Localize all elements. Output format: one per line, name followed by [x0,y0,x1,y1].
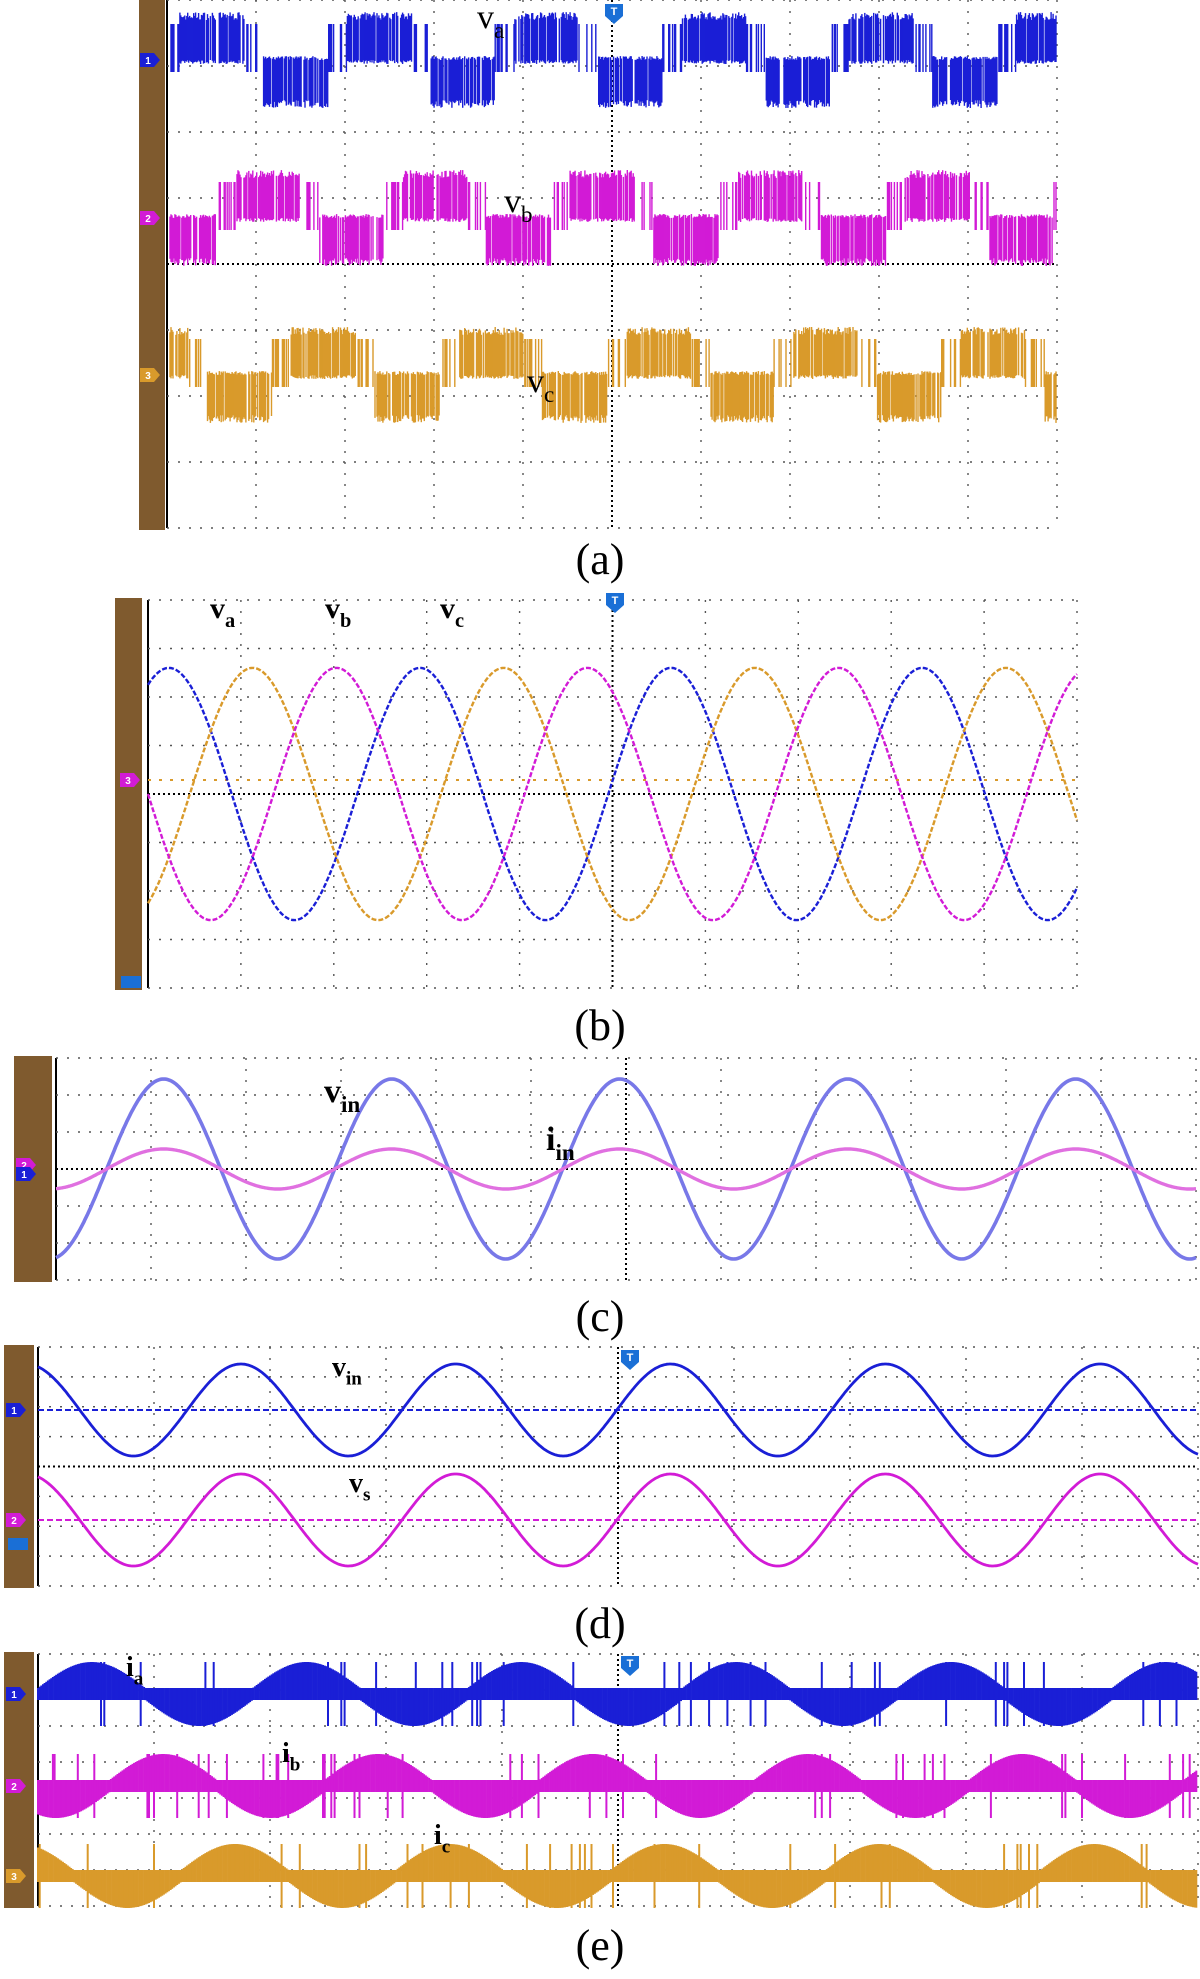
series-label-vb: vb [325,592,351,632]
series-vc [146,666,1078,922]
channel-marker-icon [140,368,160,382]
series-label-vc: vc [527,363,554,408]
trigger-marker-label: T [627,1658,634,1670]
trigger-marker-label: T [612,595,619,607]
channel-marker-label: 2 [11,1782,17,1793]
channel-marker-label: 2 [145,214,151,225]
channel-marker-icon [140,53,160,67]
channel-marker-icon [140,211,160,225]
channel-marker-label: 1 [11,1406,17,1417]
channel-marker-icon [16,1167,36,1181]
scope-panel-c: 2 1 vin iin [14,1052,1199,1284]
channel-marker-label: 2 [21,1161,27,1172]
caption-a: (a) [575,535,625,584]
time-marker-icon [8,1538,28,1550]
channel-marker-label: 1 [11,1690,17,1701]
channel-marker-label: 3 [125,776,131,787]
series-vin [37,1362,1199,1458]
channel-marker-label: 1 [145,56,151,67]
series-label-va: va [477,0,504,44]
channel-marker-icon [6,1687,26,1701]
series-label-iin: iin [546,1121,575,1166]
trigger-marker-icon [621,1350,639,1370]
series-vin [55,1077,1197,1261]
series-va [170,12,1057,108]
series-label-ib: ib [282,1738,300,1775]
trigger-marker-icon [605,4,623,24]
trigger-marker-label: T [627,1352,634,1364]
series-ic [37,1844,1198,1908]
time-marker-icon [121,976,141,988]
channel-side-bar [139,0,165,530]
trigger-marker-label: T [611,6,618,18]
channel-marker-icon [6,1403,26,1417]
channel-marker-label: 1 [21,1170,27,1181]
channel-side-bar [115,598,142,990]
channel-side-bar [4,1345,34,1588]
series-vb [169,170,1057,266]
series-label-vin: vin [332,1352,362,1389]
series-label-ic: ic [434,1820,450,1857]
caption-b: (b) [574,1001,626,1050]
channel-marker-label: 2 [11,1516,17,1527]
caption-e: (e) [575,1921,625,1970]
caption-d: (d) [574,1599,626,1648]
channel-marker-icon [120,773,140,787]
waveform-plot-a: 1 2 3 Tva vb vc [139,0,1058,530]
channel-marker-icon [6,1513,26,1527]
series-label-vs: vs [349,1468,370,1505]
waveform-plot-c: 21 vin iin [14,1056,1197,1282]
series-label-vin: vin [324,1073,360,1118]
series-label-vc: vc [440,592,464,632]
series-vs [37,1472,1199,1568]
series-ia [37,1662,1198,1726]
channel-marker-label: 3 [145,371,151,382]
trigger-marker-icon [606,593,624,613]
series-label-ia: ia [126,1652,144,1689]
series-label-vb: vb [504,183,533,228]
channel-marker-label: 3 [11,1872,17,1883]
series-iin [55,1147,1197,1191]
trigger-marker-icon [621,1656,639,1676]
caption-c: (c) [575,1292,625,1341]
waveform-plot-b: 3 Tva vb vc [115,592,1079,990]
series-ib [37,1754,1198,1818]
series-vc [169,327,1057,423]
channel-marker-icon [6,1869,26,1883]
series-va [147,666,1079,922]
channel-marker-icon [6,1779,26,1793]
series-label-va: va [210,592,235,632]
waveform-plot-e: 1 2 3 Tia ib ic [4,1652,1199,1908]
